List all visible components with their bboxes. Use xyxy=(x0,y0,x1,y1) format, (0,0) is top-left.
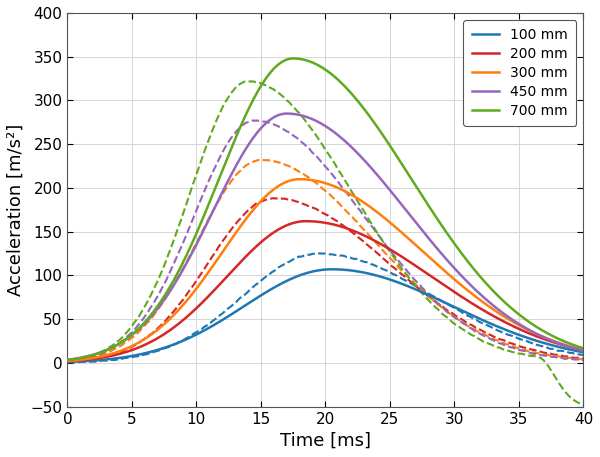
700 mm xyxy=(309,60,316,65)
Y-axis label: Acceleration [m/s²]: Acceleration [m/s²] xyxy=(7,124,25,296)
200 mm xyxy=(309,218,316,224)
100 mm xyxy=(328,266,335,272)
200 mm xyxy=(439,281,446,287)
Legend: 100 mm, 200 mm, 300 mm, 450 mm, 700 mm: 100 mm, 200 mm, 300 mm, 450 mm, 700 mm xyxy=(463,20,577,126)
Line: 200 mm: 200 mm xyxy=(67,221,583,361)
450 mm xyxy=(538,334,545,339)
700 mm xyxy=(439,224,446,229)
300 mm xyxy=(538,334,545,339)
700 mm xyxy=(281,58,288,64)
100 mm xyxy=(64,359,71,365)
200 mm xyxy=(64,359,71,364)
450 mm xyxy=(439,252,446,257)
100 mm xyxy=(564,346,571,352)
700 mm xyxy=(284,56,292,62)
Line: 100 mm: 100 mm xyxy=(67,269,583,362)
300 mm xyxy=(284,178,292,184)
100 mm xyxy=(538,340,545,345)
450 mm xyxy=(283,111,290,116)
X-axis label: Time [ms]: Time [ms] xyxy=(280,432,371,450)
700 mm xyxy=(564,340,571,345)
200 mm xyxy=(538,335,545,341)
Line: 300 mm: 300 mm xyxy=(67,179,583,361)
100 mm xyxy=(309,269,316,274)
450 mm xyxy=(309,117,316,122)
200 mm xyxy=(284,222,292,228)
100 mm xyxy=(580,350,587,355)
200 mm xyxy=(580,348,587,353)
300 mm xyxy=(439,266,446,272)
700 mm xyxy=(290,56,297,61)
300 mm xyxy=(64,358,71,364)
100 mm xyxy=(284,277,292,283)
450 mm xyxy=(64,357,71,362)
300 mm xyxy=(309,177,316,183)
450 mm xyxy=(564,344,571,349)
700 mm xyxy=(64,357,71,363)
450 mm xyxy=(285,111,292,117)
450 mm xyxy=(281,111,288,117)
300 mm xyxy=(281,180,288,186)
300 mm xyxy=(296,176,303,182)
450 mm xyxy=(580,348,587,354)
100 mm xyxy=(439,299,446,304)
200 mm xyxy=(302,218,310,224)
700 mm xyxy=(580,345,587,351)
300 mm xyxy=(564,343,571,348)
700 mm xyxy=(538,328,545,333)
200 mm xyxy=(281,223,288,229)
100 mm xyxy=(281,279,288,285)
Line: 700 mm: 700 mm xyxy=(67,58,583,360)
Line: 450 mm: 450 mm xyxy=(67,113,583,360)
300 mm xyxy=(580,347,587,353)
200 mm xyxy=(564,344,571,349)
